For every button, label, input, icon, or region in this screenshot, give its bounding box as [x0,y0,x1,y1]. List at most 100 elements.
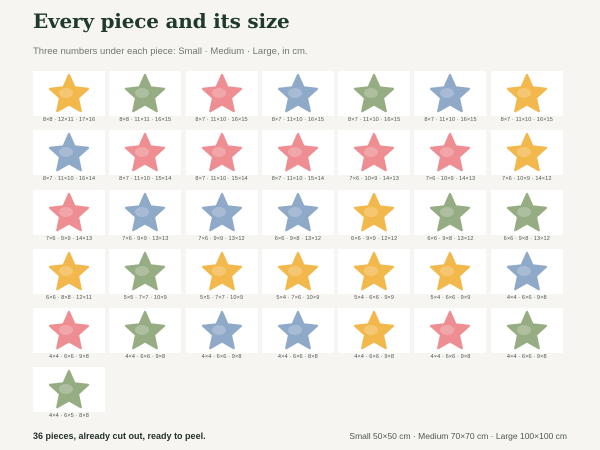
piece-size-label: 7×6 · 9×9 · 13×13 [122,235,169,242]
star-highlight [516,265,531,276]
star-icon [201,133,242,172]
piece-card [33,308,105,354]
piece-card [490,130,563,176]
piece-size-label: 5×5 · 7×7 · 10×9 [200,294,244,301]
piece-card [261,130,334,176]
star-icon [430,251,471,291]
star-shape [201,192,242,231]
piece-tile: 8×8 · 12×11 · 17×16 [33,71,105,126]
star-highlight [364,265,379,276]
star-highlight [59,384,73,395]
star-highlight [287,325,302,336]
piece-card [338,248,411,294]
star-shape [201,73,242,113]
star-highlight [135,88,150,98]
piece-card [261,71,334,116]
piece-size-label: 8×7 · 11×10 · 16×15 [348,117,401,123]
star-shape [277,133,319,172]
star-shape [48,370,90,409]
page-title: Every piece and its size [33,9,290,33]
piece-tile: 8×7 · 11×10 · 15×14 [185,130,258,185]
piece-size-label: 6×6 · 9×8 · 13×12 [427,235,474,242]
star-highlight [287,206,302,217]
piece-card [490,71,563,116]
piece-card [33,71,105,116]
piece-tile: 8×7 · 11×10 · 16×15 [338,71,411,126]
star-shape [125,311,166,350]
format-sizes: Small 50×50 cm · Medium 70×70 cm · Large… [349,431,567,441]
star-icon [354,192,395,231]
star-icon [430,192,471,231]
star-icon [48,192,90,231]
pieces-grid: 8×8 · 12×11 · 17×16 8×8 · 11×11 · 16×15 8×… [33,71,567,422]
piece-size-label: 6×6 · 9×9 · 12×12 [351,235,398,242]
piece-card [414,189,487,235]
star-highlight [59,265,73,276]
star-highlight [211,88,226,98]
star-highlight [211,265,226,276]
star-icon [125,192,166,231]
piece-tile: 5×5 · 7×7 · 10×9 [109,248,182,304]
piece-size-label: 6×6 · 8×8 · 12×11 [46,294,92,301]
star-icon [354,73,395,113]
star-icon [354,133,395,172]
piece-size-label: 4×4 · 6×6 · 9×8 [506,354,547,361]
star-shape [430,192,471,231]
piece-tile: 8×7 · 11×10 · 15×14 [109,130,182,185]
piece-tile: 4×4 · 6×6 · 9×8 [490,248,563,304]
piece-tile: 5×4 · 7×6 · 10×9 [261,248,334,304]
star-highlight [440,325,455,336]
star-shape [506,251,547,291]
piece-size-label: 8×7 · 11×10 · 15×14 [195,176,248,183]
piece-tile: 5×4 · 6×6 · 9×9 [414,248,487,304]
piece-size-label: 8×7 · 11×10 · 16×15 [500,117,553,123]
piece-tile: 8×7 · 11×10 · 16×14 [33,130,105,185]
piece-tile: 6×6 · 9×9 · 12×12 [338,189,411,245]
piece-tile: 6×6 · 9×8 · 13×12 [490,189,563,245]
piece-card [414,308,487,354]
star-icon [506,192,547,231]
piece-tile: 7×6 · 9×9 · 14×13 [33,189,105,245]
star-highlight [440,265,455,276]
star-shape [430,133,471,172]
star-icon [277,311,319,350]
star-icon [277,133,319,172]
star-highlight [135,206,150,217]
piece-tile: 6×6 · 9×8 · 13×12 [261,189,334,245]
piece-tile: 8×7 · 11×10 · 15×14 [261,130,334,185]
piece-tile: 4×4 · 6×6 · 9×8 [414,308,487,363]
piece-tile: 6×6 · 8×8 · 12×11 [33,248,105,304]
piece-size-label: 4×4 · 6×6 · 9×8 [354,354,395,361]
star-shape [277,73,319,113]
piece-size-label: 4×4 · 6×6 · 8×8 [277,354,318,361]
star-shape [506,192,547,231]
piece-tile: 8×7 · 11×10 · 16×15 [261,71,334,126]
piece-size-label: 7×6 · 9×9 · 13×12 [198,235,245,242]
star-shape [48,73,90,113]
star-icon [506,251,547,291]
star-shape [201,133,242,172]
piece-size-label: 8×7 · 11×10 · 16×14 [42,176,96,183]
piece-size-label: 4×4 · 6×5 · 8×8 [49,413,89,420]
piece-tile: 4×4 · 6×6 · 9×8 [185,308,258,363]
piece-tile: 5×5 · 7×7 · 10×9 [185,248,258,304]
piece-card [109,308,182,354]
piece-card [490,189,563,235]
piece-size-label: 5×4 · 6×6 · 9×9 [354,294,395,301]
star-highlight [440,88,455,98]
piece-card [261,248,334,294]
star-icon [48,73,90,113]
piece-size-label: 7×6 · 10×9 · 14×12 [502,176,552,183]
star-icon [125,251,166,291]
star-highlight [364,147,379,158]
piece-size-label: 7×6 · 10×9 · 14×13 [425,176,476,183]
piece-tile: 8×7 · 11×10 · 16×15 [490,71,563,126]
star-highlight [364,325,379,336]
piece-card [261,189,334,235]
star-icon [354,251,395,291]
piece-tile: 7×6 · 9×9 · 13×13 [109,189,182,245]
piece-card [338,189,411,235]
star-shape [506,73,547,113]
piece-tile: 4×4 · 6×6 · 8×8 [261,308,334,363]
star-highlight [211,206,226,217]
